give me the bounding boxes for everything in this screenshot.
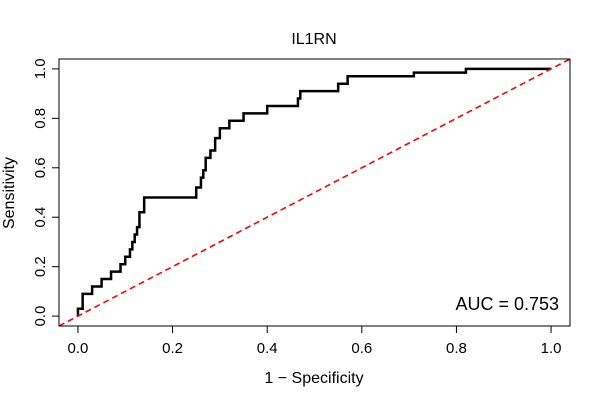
x-tick-label: 0.0 — [67, 340, 88, 357]
x-tick-label: 0.8 — [446, 340, 467, 357]
x-tick-label: 0.6 — [351, 340, 372, 357]
y-tick-label: 0.2 — [32, 256, 49, 277]
y-tick-label: 0.8 — [32, 108, 49, 129]
x-axis-label: 1 − Specificity — [264, 370, 363, 387]
y-tick-label: 1.0 — [32, 58, 49, 79]
x-tick-label: 0.2 — [162, 340, 183, 357]
y-tick-label: 0.6 — [32, 157, 49, 178]
x-tick-label: 0.4 — [257, 340, 278, 357]
y-tick-label: 0.4 — [32, 207, 49, 228]
y-tick-label: 0.0 — [32, 306, 49, 327]
x-axis: 0.0 0.2 0.4 0.6 0.8 1.0 — [67, 325, 562, 357]
y-axis: 0.0 0.2 0.4 0.6 0.8 1.0 — [32, 58, 60, 327]
plot-area — [59, 59, 570, 326]
series-layer — [59, 59, 570, 326]
x-tick-label: 1.0 — [541, 340, 562, 357]
chart-title: IL1RN — [291, 31, 336, 48]
y-axis-label: Sensitivity — [1, 157, 18, 229]
roc-curve-line — [76, 67, 552, 317]
reference-diagonal-line — [59, 59, 570, 326]
auc-annotation: AUC = 0.753 — [455, 294, 559, 314]
